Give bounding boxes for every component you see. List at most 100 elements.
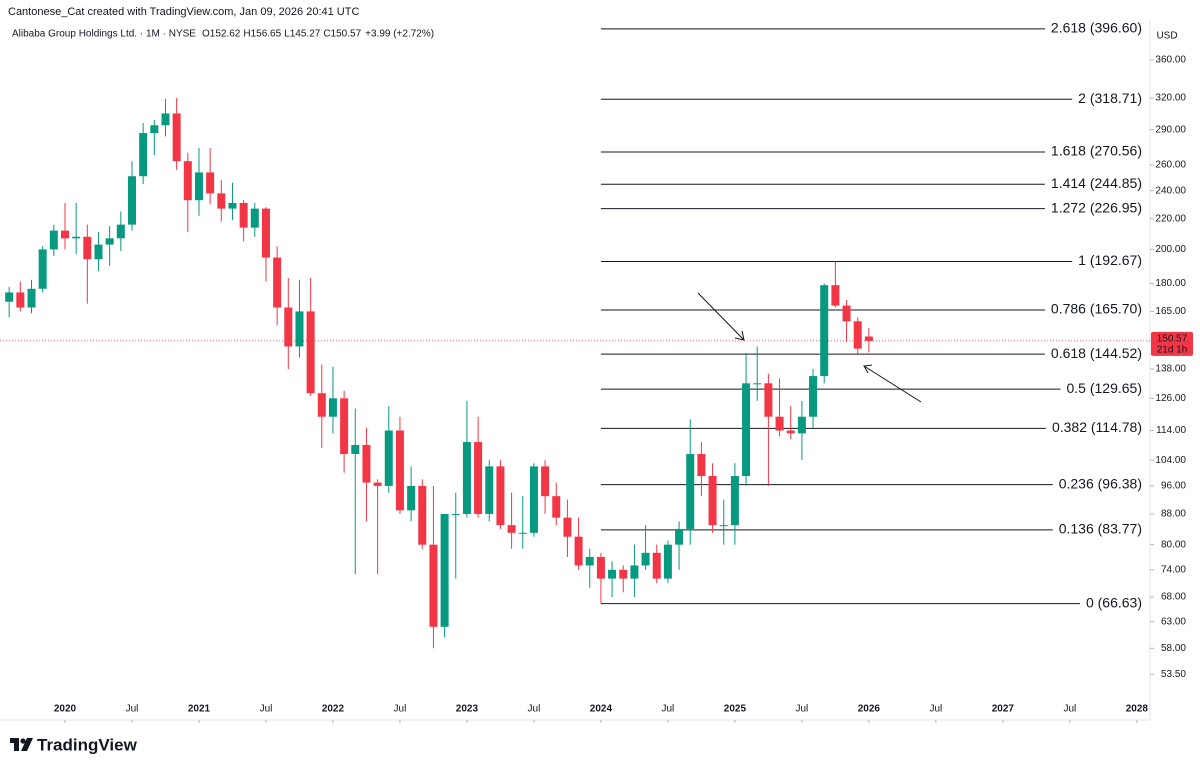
currency: USD [1156, 31, 1177, 42]
x-tick-label: 2028 [1126, 704, 1149, 715]
x-tick-label: 2022 [322, 704, 345, 715]
candle-body [418, 485, 427, 545]
candle-body [440, 513, 449, 627]
candle-body [150, 125, 159, 134]
fib-label: 1.272 (226.95) [1051, 199, 1142, 215]
candle-body [295, 311, 304, 347]
candle-body [72, 236, 81, 239]
y-tick-label: 63.00 [1161, 616, 1186, 627]
candle-body [116, 224, 125, 239]
candle-body [273, 257, 282, 308]
symbol-title: Alibaba Group Holdings Ltd. · 1M · NYSE [12, 29, 196, 40]
ohlc-value: C150.57 [323, 29, 361, 40]
candle-body [608, 569, 617, 579]
y-tick-label: 360.00 [1155, 55, 1186, 66]
y-tick-label: 104.00 [1155, 455, 1186, 466]
candle-body [429, 544, 438, 627]
y-tick-label: 200.00 [1155, 244, 1186, 255]
candle-body [563, 517, 572, 537]
logo-mark [10, 738, 19, 751]
candle-body [797, 416, 806, 434]
candle-body [496, 466, 505, 526]
y-tick-label: 126.00 [1155, 393, 1186, 404]
candle-body [719, 525, 728, 527]
candle-body [541, 466, 550, 497]
y-tick-label: 74.00 [1161, 564, 1186, 575]
candle-body [753, 383, 762, 385]
candle-body [49, 230, 58, 250]
candle-body [663, 544, 672, 579]
fib-label: 1.618 (270.56) [1051, 143, 1142, 159]
countdown: 21d 1h [1157, 345, 1188, 356]
x-tick-label: Jul [394, 704, 407, 715]
logo [10, 738, 33, 751]
x-tick-label: Jul [1063, 704, 1076, 715]
candle-body [261, 208, 270, 258]
candle-body [206, 172, 215, 194]
y-tick-label: 260.00 [1155, 160, 1186, 171]
candle-body [395, 430, 404, 511]
candle-body [38, 249, 47, 289]
fib-label: 2.618 (396.60) [1051, 20, 1142, 36]
y-tick-label: 220.00 [1155, 213, 1186, 224]
y-tick-label: 114.00 [1156, 425, 1186, 436]
x-tick-label: Jul [126, 704, 139, 715]
candle-body [585, 556, 594, 566]
y-tick-label: 58.00 [1161, 643, 1186, 654]
fib-label: 0.382 (114.78) [1052, 419, 1142, 435]
x-tick-label: Jul [528, 704, 541, 715]
candle-body [820, 285, 829, 377]
y-tick-label: 96.00 [1161, 481, 1186, 492]
candle-body [809, 376, 818, 417]
arrow [697, 292, 745, 341]
candle-body [742, 383, 751, 476]
x-tick-label: 2021 [188, 704, 211, 715]
candle-body [574, 536, 583, 566]
candle-body [518, 532, 527, 534]
candle-body [764, 383, 773, 417]
x-tick-label: 2026 [858, 704, 881, 715]
candle-body [507, 525, 516, 533]
candle-body [652, 552, 661, 579]
candle-body [675, 528, 684, 545]
candle-body [373, 482, 382, 486]
fib-label: 0.786 (165.70) [1051, 301, 1142, 317]
y-tick-label: 320.00 [1155, 93, 1186, 104]
candle-body [161, 113, 170, 126]
candle-body [351, 444, 360, 454]
candle-body [842, 305, 851, 322]
x-tick-label: 2020 [54, 704, 77, 715]
candle-body [328, 398, 337, 417]
y-tick-label: 138.00 [1155, 364, 1186, 375]
candle-body [474, 442, 483, 514]
candle-body [529, 466, 538, 533]
candle-body [596, 556, 605, 579]
candle-body [306, 311, 315, 394]
brand: TradingView [37, 735, 138, 754]
candle-body [462, 442, 471, 514]
candle-body [619, 569, 628, 579]
y-tick-label: 240.00 [1155, 185, 1186, 196]
arrow-head [734, 330, 745, 341]
fib-label: 1.414 (244.85) [1051, 175, 1142, 191]
candle-body [384, 430, 393, 486]
fib-label: 0.618 (144.52) [1051, 345, 1142, 361]
candle-body [708, 476, 717, 526]
candle-body [407, 485, 416, 511]
x-tick-label: 2027 [992, 704, 1015, 715]
candle-body [485, 466, 494, 514]
x-tick-label: Jul [795, 704, 808, 715]
change: +3.99 (+2.72%) [365, 29, 434, 40]
candle-body [697, 453, 706, 476]
y-tick-label: 68.00 [1161, 592, 1186, 603]
candle-body [194, 172, 203, 201]
candle-body [172, 113, 181, 162]
candle-body [630, 565, 639, 579]
y-tick-label: 88.00 [1161, 509, 1186, 520]
candle-body [686, 453, 695, 529]
candle-body [552, 496, 561, 518]
candle-body [864, 336, 873, 341]
x-tick-label: Jul [929, 704, 942, 715]
